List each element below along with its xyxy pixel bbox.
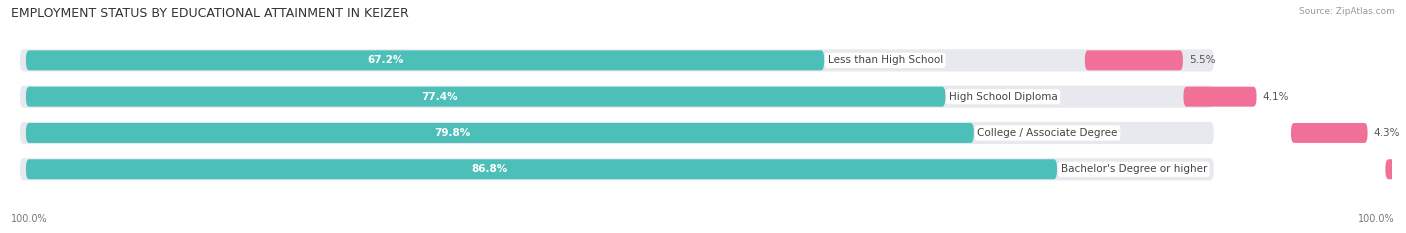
FancyBboxPatch shape [20,158,1213,180]
Text: High School Diploma: High School Diploma [949,92,1057,102]
Text: 67.2%: 67.2% [367,55,404,65]
Text: 86.8%: 86.8% [472,164,508,174]
Text: 100.0%: 100.0% [11,214,48,224]
FancyBboxPatch shape [1291,123,1368,143]
Text: EMPLOYMENT STATUS BY EDUCATIONAL ATTAINMENT IN KEIZER: EMPLOYMENT STATUS BY EDUCATIONAL ATTAINM… [11,7,409,20]
Text: 5.5%: 5.5% [1189,55,1215,65]
FancyBboxPatch shape [1184,87,1257,107]
FancyBboxPatch shape [20,122,1213,144]
FancyBboxPatch shape [25,159,1057,179]
Text: 79.8%: 79.8% [434,128,471,138]
Text: 4.3%: 4.3% [1374,128,1400,138]
Text: Bachelor's Degree or higher: Bachelor's Degree or higher [1060,164,1206,174]
FancyBboxPatch shape [20,86,1213,108]
FancyBboxPatch shape [25,87,945,107]
Text: 4.1%: 4.1% [1263,92,1289,102]
FancyBboxPatch shape [20,49,1213,72]
Text: 77.4%: 77.4% [422,92,458,102]
Text: Source: ZipAtlas.com: Source: ZipAtlas.com [1299,7,1395,16]
Text: College / Associate Degree: College / Associate Degree [977,128,1118,138]
FancyBboxPatch shape [1385,159,1406,179]
FancyBboxPatch shape [25,50,824,70]
Text: Less than High School: Less than High School [828,55,943,65]
FancyBboxPatch shape [25,123,974,143]
Text: 100.0%: 100.0% [1358,214,1395,224]
FancyBboxPatch shape [1085,50,1182,70]
